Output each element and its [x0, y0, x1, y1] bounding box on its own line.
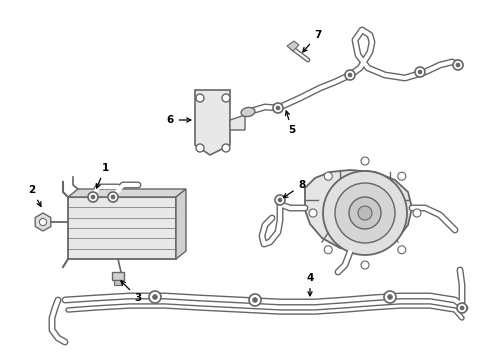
- Text: 1: 1: [97, 163, 109, 188]
- Circle shape: [249, 294, 261, 306]
- Bar: [114, 280, 122, 285]
- Text: 4: 4: [306, 273, 314, 296]
- Circle shape: [149, 291, 161, 303]
- Polygon shape: [195, 90, 230, 155]
- Circle shape: [323, 171, 407, 255]
- Text: 8: 8: [283, 180, 306, 198]
- Circle shape: [335, 183, 395, 243]
- Circle shape: [196, 144, 204, 152]
- Circle shape: [384, 291, 396, 303]
- Bar: [112, 272, 124, 280]
- Polygon shape: [35, 213, 51, 231]
- Text: 6: 6: [167, 115, 191, 125]
- Polygon shape: [68, 189, 186, 197]
- Circle shape: [278, 198, 282, 202]
- Circle shape: [88, 192, 98, 202]
- Circle shape: [324, 172, 332, 180]
- Circle shape: [345, 70, 355, 80]
- Circle shape: [196, 94, 204, 102]
- Polygon shape: [176, 189, 186, 259]
- Text: 5: 5: [286, 111, 295, 135]
- Circle shape: [418, 70, 422, 74]
- Circle shape: [388, 294, 392, 300]
- Circle shape: [275, 195, 285, 205]
- Circle shape: [415, 67, 425, 77]
- Circle shape: [152, 294, 157, 300]
- Circle shape: [457, 303, 467, 313]
- Polygon shape: [287, 41, 299, 51]
- Circle shape: [276, 106, 280, 110]
- Circle shape: [349, 197, 381, 229]
- Circle shape: [361, 157, 369, 165]
- Circle shape: [398, 172, 406, 180]
- Circle shape: [358, 206, 372, 220]
- Circle shape: [460, 306, 464, 310]
- Text: 7: 7: [303, 30, 322, 52]
- Circle shape: [348, 73, 352, 77]
- Text: 2: 2: [28, 185, 41, 206]
- Circle shape: [398, 246, 406, 254]
- Circle shape: [324, 246, 332, 254]
- Circle shape: [309, 209, 317, 217]
- Circle shape: [108, 192, 118, 202]
- Polygon shape: [230, 115, 245, 130]
- Circle shape: [253, 298, 257, 302]
- Circle shape: [413, 209, 421, 217]
- Circle shape: [456, 63, 460, 67]
- Circle shape: [453, 60, 463, 70]
- Circle shape: [91, 195, 95, 199]
- Circle shape: [39, 219, 47, 226]
- Bar: [68, 197, 176, 259]
- Circle shape: [222, 94, 230, 102]
- Circle shape: [273, 103, 283, 113]
- Polygon shape: [305, 170, 412, 252]
- Circle shape: [361, 261, 369, 269]
- Circle shape: [111, 195, 115, 199]
- Text: 3: 3: [121, 281, 142, 303]
- Ellipse shape: [241, 107, 255, 117]
- Circle shape: [222, 144, 230, 152]
